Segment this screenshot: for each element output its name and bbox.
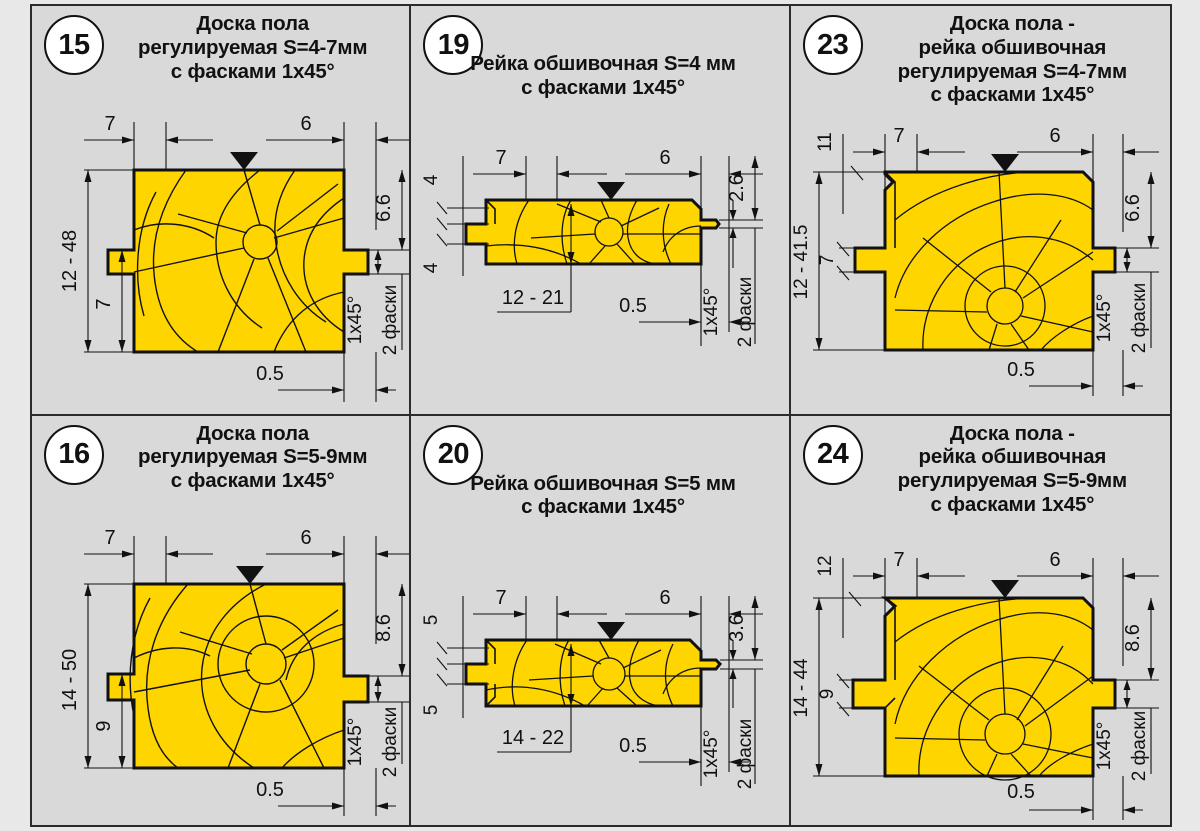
- face-mark-triangle: [597, 621, 626, 640]
- dim-chamfer: 1x45°: [345, 296, 366, 345]
- dim-left-inner: 9: [93, 720, 115, 731]
- dim-top-right: 6: [660, 147, 671, 169]
- dim-top-far-left: 11: [815, 132, 836, 152]
- dim-left-inner: 7: [93, 298, 115, 309]
- panel-15: 15 Доска пола регулируемая S=4-7мм с фас…: [32, 6, 412, 416]
- profile-drawing-23: 11 7 6: [791, 6, 1170, 414]
- dim-top-right: 6: [1049, 549, 1060, 571]
- panel-20: 20 Рейка обшивочная S=5 мм с фасками 1x4…: [411, 415, 791, 826]
- dim-left-outer: 14 - 44: [793, 657, 812, 717]
- dim-bottom: 0.5: [256, 779, 284, 801]
- wood-profile: [106, 168, 370, 354]
- dim-chamfer: 1x45°: [701, 729, 722, 778]
- panel-title: Рейка обшивочная S=5 мм с фасками 1x45°: [470, 471, 736, 519]
- dim-right-upper: 3.6: [726, 614, 748, 642]
- dim-right-upper: 6.6: [373, 194, 395, 222]
- panel-grid: 15 Доска пола регулируемая S=4-7мм с фас…: [30, 4, 1172, 827]
- panel-title: Доска пола регулируемая S=5-9мм с фаскам…: [138, 421, 368, 493]
- dim-top-left: 7: [104, 527, 115, 549]
- dim-top-right: 6: [1049, 125, 1060, 147]
- dim-top-left: 7: [893, 125, 904, 147]
- dim-chamfer: 1x45°: [345, 717, 366, 766]
- dim-left-outer: 12 - 48: [59, 230, 81, 292]
- dim-right-upper: 2.6: [726, 174, 748, 202]
- panel-19: 19 Рейка обшивочная S=4 мм с фасками 1x4…: [411, 6, 791, 416]
- dim-top-far-left: 12: [815, 555, 836, 576]
- dim-chamfer-count: 2 фаски: [735, 277, 756, 347]
- dim-chamfer-count: 2 фаски: [380, 285, 401, 355]
- panel-number-badge: 24: [802, 424, 863, 485]
- dim-left-outer: 14 - 50: [59, 648, 81, 710]
- wood-profile: [464, 198, 722, 266]
- dim-left-upper: 5: [421, 614, 442, 625]
- dim-left-lower: 4: [421, 262, 442, 273]
- panel-number-badge: 15: [44, 15, 104, 75]
- dim-top-left: 7: [496, 147, 507, 169]
- panel-23: 23 Доска пола - рейка обшивочная регулир…: [790, 6, 1170, 416]
- panel-title: Рейка обшивочная S=4 мм с фасками 1x45°: [470, 52, 736, 99]
- panel-number-badge: 23: [802, 15, 863, 75]
- dim-right-upper: 6.6: [1122, 194, 1144, 222]
- dim-left-lower: 5: [421, 704, 442, 715]
- dim-bottom: 0.5: [619, 735, 647, 757]
- dim-top-right: 6: [660, 587, 671, 609]
- dim-bottom: 0.5: [619, 295, 647, 317]
- dim-left-upper: 4: [421, 174, 442, 185]
- dim-chamfer-count: 2 фаски: [735, 718, 756, 788]
- profile-drawing-16: 7 6: [32, 416, 410, 826]
- dim-bottom-width: 14 - 22: [502, 727, 564, 749]
- panel-number-badge: 19: [423, 15, 484, 75]
- dim-top-right: 6: [300, 113, 311, 135]
- panel-title: Доска пола - рейка обшивочная регулируем…: [897, 421, 1127, 516]
- panel-title: Доска пола - рейка обшивочная регулируем…: [897, 12, 1127, 107]
- face-mark-triangle: [990, 579, 1019, 598]
- dim-bottom: 0.5: [1007, 781, 1035, 803]
- dim-top-left: 7: [496, 587, 507, 609]
- dim-left-outer: 12 - 41.5: [793, 225, 812, 300]
- dim-right-upper: 8.6: [373, 614, 395, 642]
- panel-16: 16 Доска пола регулируемая S=5-9мм с фас…: [32, 415, 412, 826]
- profile-drawing-24: 12 7 6: [791, 416, 1170, 826]
- face-mark-triangle: [236, 565, 264, 584]
- panel-number-badge: 20: [423, 424, 484, 485]
- dim-chamfer: 1x45°: [1094, 721, 1115, 770]
- panel-24: 24 Доска пола - рейка обшивочная регулир…: [791, 416, 1170, 826]
- profile-drawing-15: 7 6: [32, 6, 410, 414]
- dim-bottom-width: 12 - 21: [502, 287, 564, 309]
- face-mark-triangle: [990, 154, 1019, 172]
- dim-bottom: 0.5: [1007, 359, 1035, 381]
- face-mark-triangle: [597, 182, 626, 200]
- dim-chamfer-count: 2 фаски: [380, 706, 401, 776]
- panel-number-badge: 16: [44, 424, 104, 485]
- face-mark-triangle: [230, 152, 258, 170]
- dim-top-left: 7: [893, 549, 904, 571]
- dim-left-inner: 9: [817, 688, 838, 699]
- dim-left-inner: 7: [817, 255, 838, 266]
- dim-top-left: 7: [104, 113, 115, 135]
- dim-chamfer-count: 2 фаски: [1129, 283, 1150, 353]
- dim-top-right: 6: [300, 527, 311, 549]
- dim-right-upper: 8.6: [1122, 624, 1144, 652]
- dim-chamfer: 1x45°: [701, 288, 722, 337]
- panel-title: Доска пола регулируемая S=4-7мм с фаскам…: [138, 12, 368, 83]
- dim-chamfer-count: 2 фаски: [1129, 710, 1150, 780]
- dim-bottom: 0.5: [256, 363, 284, 385]
- profile-drawing-20: 7 6: [411, 416, 788, 826]
- profile-drawing-19: 7 6: [411, 6, 788, 414]
- wood-profile: [851, 596, 1117, 777]
- dim-chamfer: 1x45°: [1094, 294, 1115, 343]
